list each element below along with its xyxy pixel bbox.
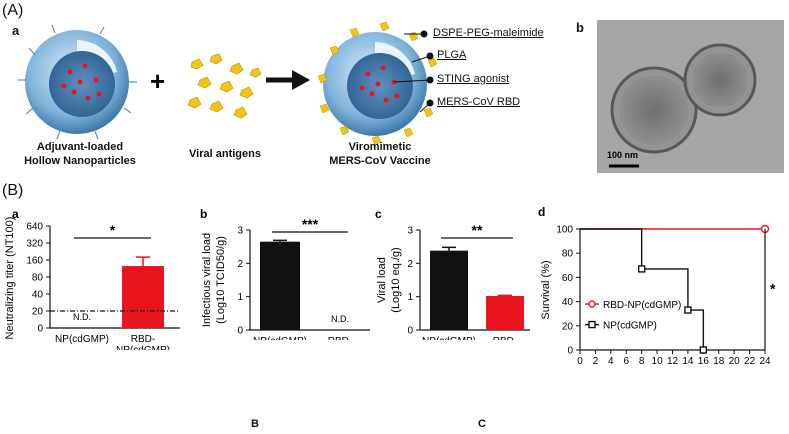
y-tick-label: 0 [567,346,573,357]
panel-b-label: (B) [2,182,24,199]
x-tick-label: 16 [698,356,710,364]
significance-label: * [110,222,116,238]
category-label: NP(cdGMP) [253,336,307,340]
x-tick-label: 2 [593,356,599,364]
y-axis-label: Viral load [376,257,388,303]
y-tick-label: 0 [37,324,43,335]
y-tick-label: 2 [407,259,413,270]
caption-nanoparticles-line2: Hollow Nanoparticles [24,155,136,167]
bar [260,241,300,330]
label-mers-cov-rbd: MERS-CoV RBD [437,96,521,108]
panel-a-label: (A) [2,2,24,19]
legend-marker [588,300,596,308]
chart-letter: a [12,210,19,221]
nd-label: N.D. [73,312,91,322]
data-point [637,265,646,273]
chart-letter: d [538,205,545,219]
chart-neutralizing-titer: 0 20 40 80 160 320 640 N.D. NP(cdGMP) RBD-NP(cdGM… [4,210,180,350]
y-tick-label: 0 [237,326,243,337]
bar [486,296,524,330]
caption-viral-antigens: Viral antigens [189,148,261,160]
x-tick-label: 14 [682,356,694,364]
category-label: NP(cdGMP) [55,334,109,345]
chart-letter: b [200,207,207,221]
y-axis-label-units: (Log10 eq./g) [390,247,402,312]
x-tick-label: 0 [577,356,583,364]
nd-label: N.D. [331,314,349,324]
scale-bar-label: 100 nm [607,150,639,160]
y-tick-label: 40 [562,297,574,308]
y-axis-label: Neutralizing titer (NT100) [4,217,16,340]
significance-label: *** [302,216,319,232]
y-axis-label-units: (Log10 TCID50/g) [215,236,227,324]
plus-symbol: + [150,66,165,96]
y-tick-label: 1 [237,292,243,303]
caption-vaccine: Viromimetic MERS-CoV Vaccine [325,140,435,168]
legend-label: RBD-NP(cdGMP) [603,300,681,311]
y-tick-label: 3 [237,226,243,237]
caption-vaccine-line2: MERS-CoV Vaccine [329,155,431,167]
y-tick-label: 100 [556,225,573,236]
category-label: RBD-NP(cdGMP) [116,334,170,350]
bottom-label-c: C [478,418,486,430]
y-tick-label: 0 [407,326,413,337]
label-sting-agonist: STING agonist [437,73,510,85]
y-tick-label: 1 [407,292,413,303]
bottom-label-b: B [251,418,259,430]
category-label: NP(cdGMP) [422,336,476,340]
tem-micrograph-drawing [597,20,784,173]
tem-micrograph: 100 nm [597,20,784,173]
label-dspe-peg-maleimide: DSPE-PEG-maleimide [433,27,544,39]
label-plga: PLGA [437,49,467,61]
bar [430,250,468,330]
x-tick-label: 12 [667,356,679,364]
series-line [580,228,705,350]
legend-label: NP(cdGMP) [603,321,657,332]
y-axis-label: Infectious viral load [201,233,213,327]
significance-label: ** [472,222,483,238]
data-point [699,346,708,354]
y-axis-label: Survival (%) [540,260,552,319]
x-tick-label: 24 [759,356,771,364]
y-tick-label: 40 [32,290,44,301]
x-tick-label: 4 [608,356,614,364]
chart-survival: 020406080100024681012141618202224Days po… [538,205,776,364]
x-tick-label: 8 [639,356,645,364]
y-tick-label: 3 [407,226,413,237]
y-tick-label: 20 [562,321,574,332]
subpanel-b-label: b [576,20,584,35]
y-tick-label: 60 [562,273,574,284]
vaccine-schematic: + [18,21,438,146]
arrow-right-icon [266,70,310,90]
y-tick-label: 20 [32,307,44,318]
x-tick-label: 18 [713,356,725,364]
x-tick-label: 10 [652,356,664,364]
subpanel-a-label: a [12,23,20,38]
y-tick-label: 80 [562,249,574,260]
y-tick-label: 160 [26,256,43,267]
legend-marker [588,320,596,329]
category-label: RBD-NP(cdGMP) [313,336,367,340]
chart-viral-load: 0 1 2 3 NP(cdGMP)RBD-NP(cdGMP) ** c Viral load(… [375,207,532,340]
y-tick-label: 2 [237,259,243,270]
y-tick-label: 640 [26,222,43,233]
bar [122,266,164,328]
chart-infectious-viral-load: 0 1 2 3 NP(cdGMP) N.D. RBD-NP(cdGMP) *** b Infect… [200,207,370,340]
x-tick-label: 6 [623,356,629,364]
caption-nanoparticles-line1: Adjuvant-loaded [36,141,124,153]
y-tick-label: 320 [26,239,43,250]
nanoparticle-illustration [18,24,137,140]
vaccine-particle-illustration [317,21,438,146]
y-tick-label: 80 [32,273,44,284]
caption-vaccine-line1: Viromimetic [348,141,412,153]
x-tick-label: 20 [729,356,741,364]
x-tick-label: 22 [744,356,756,364]
viral-antigens-illustration [187,53,262,119]
category-label: RBD-NP(cdGMP) [478,336,532,340]
significance-label: * [770,281,776,297]
data-point [684,306,692,314]
chart-letter: c [375,207,382,221]
caption-nanoparticles: Adjuvant-loaded Hollow Nanoparticles [10,140,150,168]
